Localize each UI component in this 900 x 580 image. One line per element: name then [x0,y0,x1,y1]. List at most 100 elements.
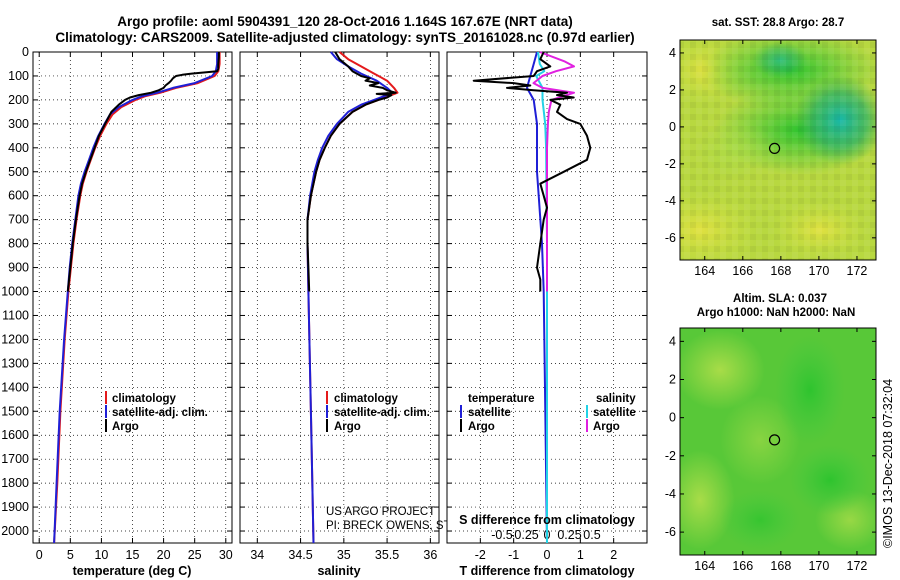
s-tick-label: 0.5 [583,528,600,542]
depth-tick-label: 400 [8,141,29,155]
salinity-panel: 34 34.5 35 35.5 36 salinity climatology sate… [239,51,595,578]
map-y-tick-label: -6 [665,525,676,539]
x-tick-label: 5 [67,548,74,562]
map-x-tick-label: 166 [732,264,753,278]
x-tick-label: 36 [423,548,437,562]
legend-swatch-argo [326,419,328,432]
x-tick-label: -2 [475,548,486,562]
depth-tick-label: 1000 [1,285,29,299]
depth-axis-labels: 0 100 200 300 400 500 600 700 800 900 1000 1100 1200… [1,45,29,538]
depth-tick-label: 0 [22,45,29,59]
legend-swatch-s-argo [586,419,588,432]
depth-tick-label: 1900 [1,500,29,514]
difference-s-ticks: -0.5-0.25 0 0.25 0.5 [491,528,601,542]
depth-tick-label: 1200 [1,332,29,346]
legend-swatch-s-satellite [586,405,588,418]
s-tick-label: -0.25 [510,528,539,542]
sst-map-frame [679,39,877,261]
depth-tick-label: 1100 [2,308,29,322]
depth-tick-label: 2000 [1,524,29,538]
map-x-tick-label: 168 [770,559,791,573]
sst-map-argo-location-marker [768,142,781,155]
map-y-tick-label: -6 [665,231,676,245]
map-x-tick-label: 164 [694,559,715,573]
sla-map: Altim. SLA: 0.037 Argo h1000: NaN h2000:… [665,293,877,573]
legend-swatch-t-satellite [460,405,462,418]
x-tick-label: 2 [610,548,617,562]
salinity-legend: climatology satellite-adj. clim. Argo [326,391,430,433]
x-tick-label: 0 [36,548,43,562]
map-y-tick-label: 0 [669,411,676,425]
legend-label-satellite: satellite-adj. clim. [334,407,430,419]
legend-swatch-argo [105,419,107,432]
depth-tick-label: 900 [8,261,29,275]
map-x-tick-label: 166 [732,559,753,573]
depth-tick-label: 700 [8,213,29,227]
t-difference-axis-label: T difference from climatology [459,564,634,578]
figure-title-line2: Climatology: CARS2009. Satellite-adjuste… [55,30,634,45]
temperature-gridlines [33,51,232,543]
project-note-line1: US ARGO PROJECT [326,506,435,518]
map-x-tick-label: 172 [847,264,868,278]
temperature-series [53,52,221,544]
x-tick-label: 34.5 [288,548,312,562]
legend-title-salinity: salinity [596,393,636,405]
salinity-series [306,51,399,544]
depth-tick-label: 1300 [1,356,29,370]
legend-label-climatology: climatology [112,393,177,405]
depth-tick-label: 1700 [1,452,29,466]
series-line-argo [306,51,397,292]
legend-label-climatology: climatology [334,393,399,405]
map-y-tick-label: -4 [665,194,676,208]
temperature-plot-frame [32,51,233,544]
difference-x-ticks: -2 -1 0 1 2 [475,52,617,562]
sla-map-title-line2: Argo h1000: NaN h2000: NaN [697,307,856,319]
series-line-t-argo [472,51,592,292]
s-tick-label: -0.5 [491,528,513,542]
sst-map: sat. SST: 28.8 Argo: 28.7 164 166 168 170 17… [665,17,877,278]
sla-map-field [680,328,876,555]
salinity-plot-frame [239,51,440,544]
salinity-x-ticks: 34 34.5 35 35.5 36 [250,52,437,562]
sla-map-ticks: 164 166 168 170 172 4 2 0 -2 -4 -6 [665,328,876,573]
legend-label-t-satellite: satellite [468,407,511,419]
map-y-tick-label: 4 [669,46,676,60]
depth-tick-label: 1400 [1,380,29,394]
x-tick-label: 15 [126,548,140,562]
depth-tick-label: 100 [8,69,29,83]
map-x-tick-label: 170 [808,264,829,278]
x-tick-label: 34 [250,548,264,562]
x-tick-label: 10 [94,548,108,562]
temperature-x-ticks: 0 5 10 15 20 25 30 [36,52,233,562]
depth-tick-label: 200 [8,93,29,107]
x-tick-label: 20 [157,548,171,562]
x-tick-label: 30 [219,548,233,562]
figure-title-line1: Argo profile: aoml 5904391_120 28-Oct-20… [117,14,572,29]
legend-swatch-climatology [326,391,328,404]
legend-swatch-t-argo [460,419,462,432]
legend-swatch-satellite [326,405,328,418]
salinity-x-label: salinity [317,564,360,578]
legend-label-satellite: satellite-adj. clim. [112,407,208,419]
legend-title-temperature: temperature [468,393,534,405]
sla-map-frame [679,327,877,556]
x-tick-label: 25 [188,548,202,562]
x-tick-label: 1 [577,548,584,562]
map-y-tick-label: -2 [665,157,676,171]
sst-map-title: sat. SST: 28.8 Argo: 28.7 [712,17,845,29]
map-x-tick-label: 170 [808,559,829,573]
map-y-tick-label: -2 [665,449,676,463]
depth-tick-label: 600 [8,189,29,203]
difference-legend: temperature salinity satellite Argo sate… [460,393,636,433]
temperature-legend: climatology satellite-adj. clim. Argo [105,391,208,433]
map-y-tick-label: 2 [669,373,676,387]
s-tick-label: 0.25 [557,528,581,542]
map-y-tick-label: 2 [669,83,676,97]
x-tick-label: 35.5 [375,548,399,562]
map-y-tick-label: 0 [669,120,676,134]
series-line-argo [66,52,220,292]
legend-label-s-satellite: satellite [593,407,636,419]
depth-tick-label: 800 [8,237,29,251]
sst-map-ticks: 164 166 168 170 172 4 2 0 -2 -4 -6 [665,40,876,278]
